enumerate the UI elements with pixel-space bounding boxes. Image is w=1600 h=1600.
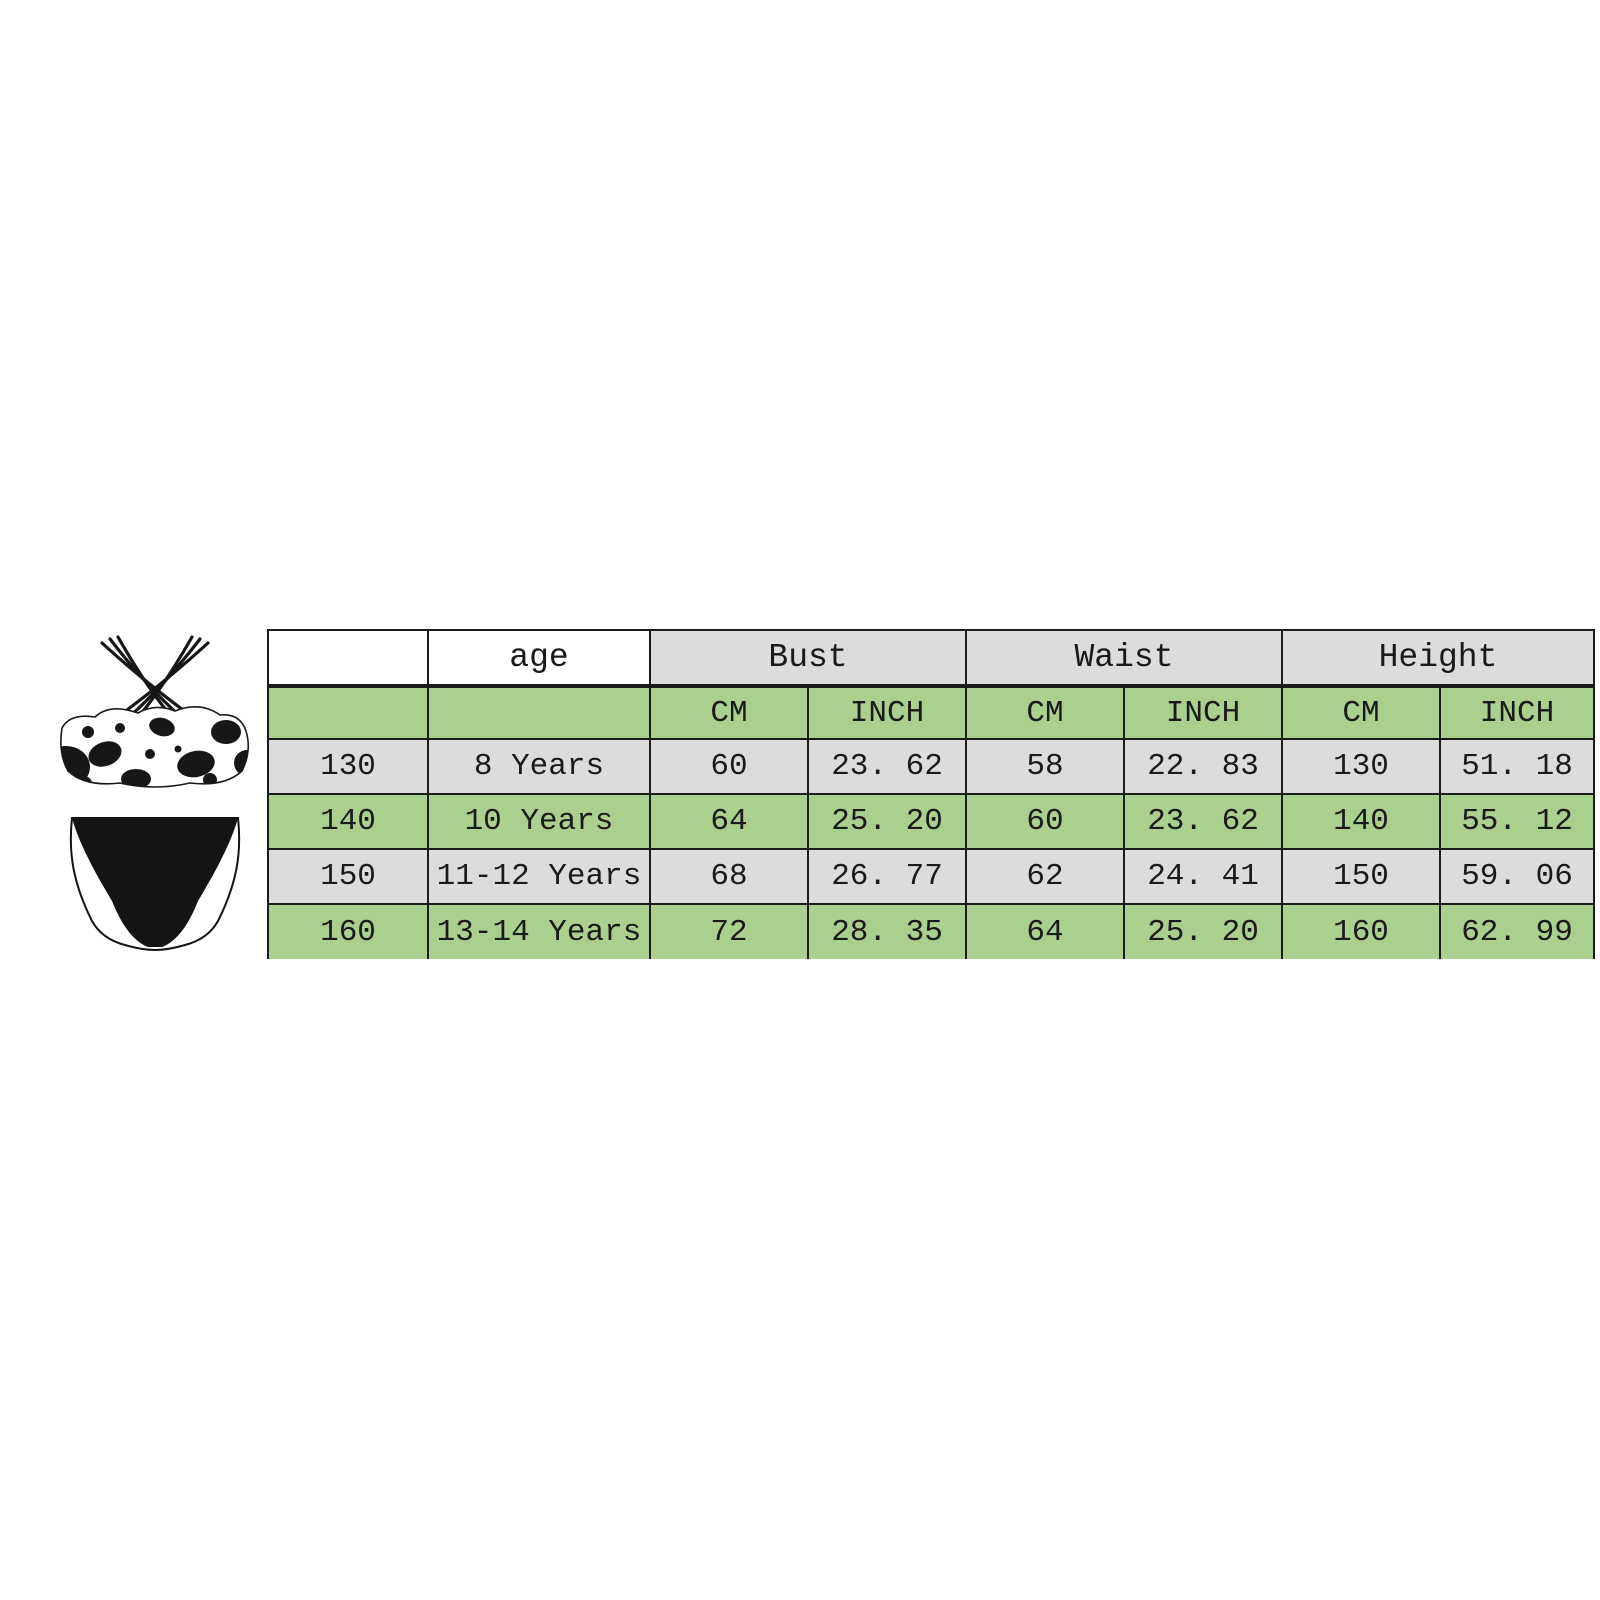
- bust-cm-cell: 64: [649, 793, 809, 850]
- waist-inch-cell: 22. 83: [1123, 738, 1283, 795]
- waist-cm-cell: 60: [965, 793, 1125, 850]
- table-row-size-160: 160 13-14 Years 72 28. 35 64 25. 20 160 …: [267, 903, 1596, 959]
- size-cell: 130: [267, 738, 429, 795]
- height-cm-cell: 150: [1281, 848, 1441, 905]
- bust-inch-cell: 26. 77: [807, 848, 967, 905]
- bust-header: Bust: [649, 629, 967, 688]
- waist-inch-cell: 23. 62: [1123, 793, 1283, 850]
- table-row-size-130: 130 8 Years 60 23. 62 58 22. 83 130 51. …: [267, 738, 1596, 795]
- height-cm-cell: 160: [1281, 903, 1441, 959]
- size-table: age Bust Waist Height CM INCH CM INCH CM…: [267, 629, 1596, 959]
- waist-cm-cell: 62: [965, 848, 1125, 905]
- bikini-bottom: [69, 817, 241, 952]
- bust-inch-cell: 28. 35: [807, 903, 967, 959]
- age-header: age: [427, 629, 651, 688]
- height-inch-cell: 59. 06: [1438, 848, 1596, 905]
- height-inch-header: INCH: [1438, 685, 1596, 740]
- height-cm-header: CM: [1281, 685, 1441, 740]
- waist-header: Waist: [965, 629, 1283, 688]
- bust-inch-cell: 25. 20: [807, 793, 967, 850]
- age-cell: 13-14 Years: [427, 903, 651, 959]
- table-row-size-150: 150 11-12 Years 68 26. 77 62 24. 41 150 …: [267, 848, 1596, 905]
- waist-inch-header: INCH: [1123, 685, 1283, 740]
- cow-spots: [60, 717, 249, 787]
- age-cell: 10 Years: [427, 793, 651, 850]
- size-cell: 150: [267, 848, 429, 905]
- table-row-size-140: 140 10 Years 64 25. 20 60 23. 62 140 55.…: [267, 793, 1596, 850]
- bust-cm-cell: 60: [649, 738, 809, 795]
- size-cell: 140: [267, 793, 429, 850]
- unit-header-row: CM INCH CM INCH CM INCH: [267, 685, 1596, 740]
- waist-cm-cell: 64: [965, 903, 1125, 959]
- size-cell: 160: [267, 903, 429, 959]
- waist-cm-cell: 58: [965, 738, 1125, 795]
- bust-inch-header: INCH: [807, 685, 967, 740]
- bikini-top: [60, 706, 250, 788]
- height-inch-cell: 55. 12: [1438, 793, 1596, 850]
- height-cm-cell: 130: [1281, 738, 1441, 795]
- product-image-cow-print-bikini: [60, 635, 250, 952]
- size-chart: age Bust Waist Height CM INCH CM INCH CM…: [267, 629, 1596, 959]
- empty-cell: [267, 685, 429, 740]
- waist-inch-cell: 25. 20: [1123, 903, 1283, 959]
- empty-cell: [427, 685, 651, 740]
- bust-cm-cell: 68: [649, 848, 809, 905]
- bust-cm-header: CM: [649, 685, 809, 740]
- corner-cell: [267, 629, 429, 688]
- height-cm-cell: 140: [1281, 793, 1441, 850]
- height-inch-cell: 51. 18: [1438, 738, 1596, 795]
- height-header: Height: [1280, 629, 1596, 688]
- table-header-row: age Bust Waist Height: [267, 629, 1596, 688]
- age-cell: 11-12 Years: [427, 848, 651, 905]
- bust-inch-cell: 23. 62: [807, 738, 967, 795]
- height-inch-cell: 62. 99: [1438, 903, 1596, 959]
- waist-inch-cell: 24. 41: [1123, 848, 1283, 905]
- bust-cm-cell: 72: [649, 903, 809, 959]
- waist-cm-header: CM: [965, 685, 1125, 740]
- age-cell: 8 Years: [427, 738, 651, 795]
